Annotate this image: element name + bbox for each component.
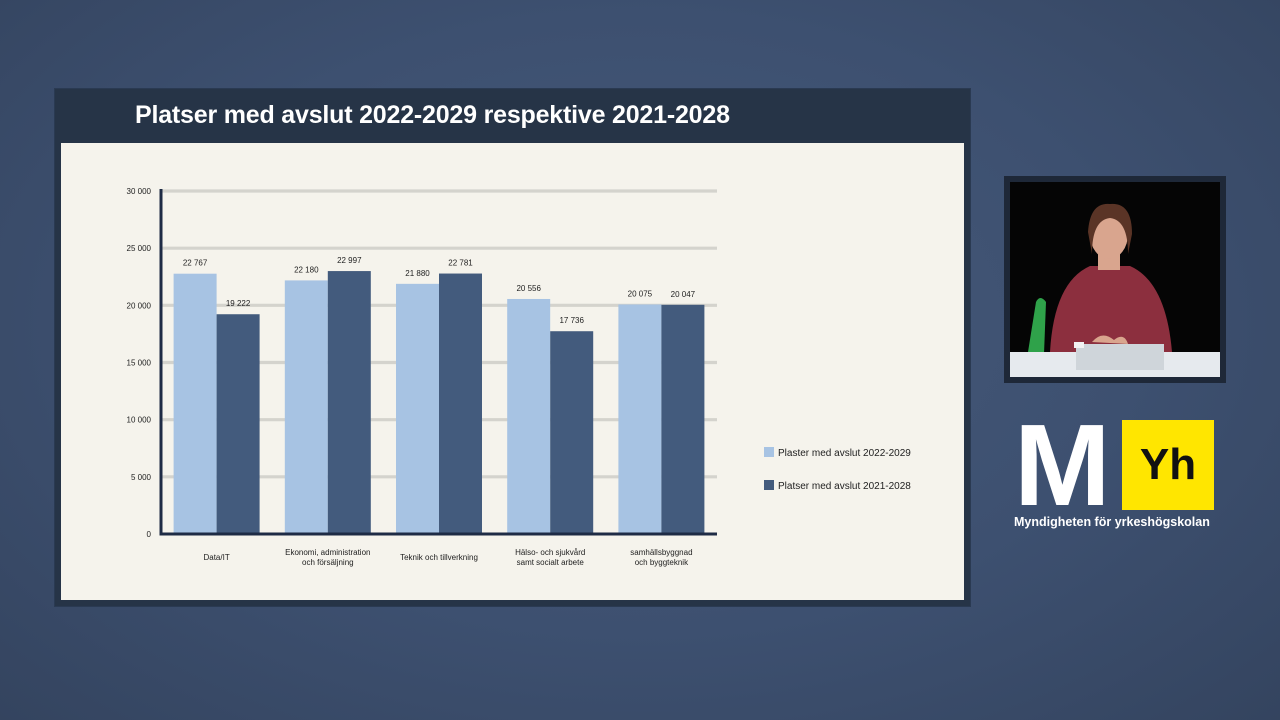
bar xyxy=(173,273,217,534)
legend-label: Plaster med avslut 2022-2029 xyxy=(778,448,911,459)
presentation-slide: Platser med avslut 2022-2029 respektive … xyxy=(55,89,970,606)
bar-value-label: 17 736 xyxy=(559,316,584,325)
bar xyxy=(439,273,482,534)
bar-value-label: 21 880 xyxy=(405,269,430,278)
bar-chart: 0 5 000 10 000 15 000 20 000 25 000 30 000 22 7… xyxy=(127,187,912,567)
bar-value-label: 20 556 xyxy=(516,284,541,293)
y-tick-label: 15 000 xyxy=(127,359,152,368)
bar-value-label: 22 781 xyxy=(448,259,473,268)
myh-logo: M Yh Myndigheten för yrkeshögskolan xyxy=(1014,400,1216,533)
y-tick-label: 30 000 xyxy=(127,187,152,196)
category-label: Teknik och tillverkning xyxy=(400,553,478,562)
bar xyxy=(618,304,662,534)
speaker-video-frame xyxy=(1004,176,1226,383)
y-tick-label: 5 000 xyxy=(131,473,152,482)
presenter-figure-icon xyxy=(1010,182,1220,377)
y-tick-label: 20 000 xyxy=(127,301,152,310)
category-label: Ekonomi, administration xyxy=(285,548,370,557)
bar-value-label: 22 767 xyxy=(183,259,208,268)
y-tick-label: 25 000 xyxy=(127,244,152,253)
logo-letter-m: M xyxy=(1014,400,1111,530)
logo-yh-box: Yh xyxy=(1122,420,1214,510)
bar xyxy=(507,298,551,534)
category-label: och försäljning xyxy=(302,558,354,567)
category-label: och byggteknik xyxy=(635,558,689,567)
category-label: samt socialt arbete xyxy=(517,558,585,567)
legend-swatch xyxy=(764,480,774,490)
category-label: samhällsbyggnad xyxy=(630,548,692,557)
bar xyxy=(550,331,594,534)
legend-label: Platser med avslut 2021-2028 xyxy=(778,481,911,492)
bar-value-label: 20 075 xyxy=(628,289,653,298)
category-label: Data/IT xyxy=(203,553,229,562)
bar xyxy=(396,283,439,534)
bar xyxy=(327,271,371,534)
slide-title: Platser med avslut 2022-2029 respektive … xyxy=(135,101,730,129)
category-label: Hälso- och sjukvård xyxy=(515,548,585,557)
bar xyxy=(216,314,260,534)
bar xyxy=(661,304,705,534)
y-tick-label: 0 xyxy=(147,530,152,539)
bar-value-label: 20 047 xyxy=(671,290,696,299)
speaker-video xyxy=(1010,182,1220,377)
bar xyxy=(284,280,328,534)
bar-value-label: 22 180 xyxy=(294,265,319,274)
chart-panel: 0 5 000 10 000 15 000 20 000 25 000 30 000 22 7… xyxy=(61,143,964,600)
bar-value-label: 22 997 xyxy=(337,256,362,265)
legend-swatch xyxy=(764,447,774,457)
y-tick-label: 10 000 xyxy=(127,416,152,425)
bar-value-label: 19 222 xyxy=(226,299,251,308)
logo-caption: Myndigheten för yrkeshögskolan xyxy=(1014,515,1210,529)
